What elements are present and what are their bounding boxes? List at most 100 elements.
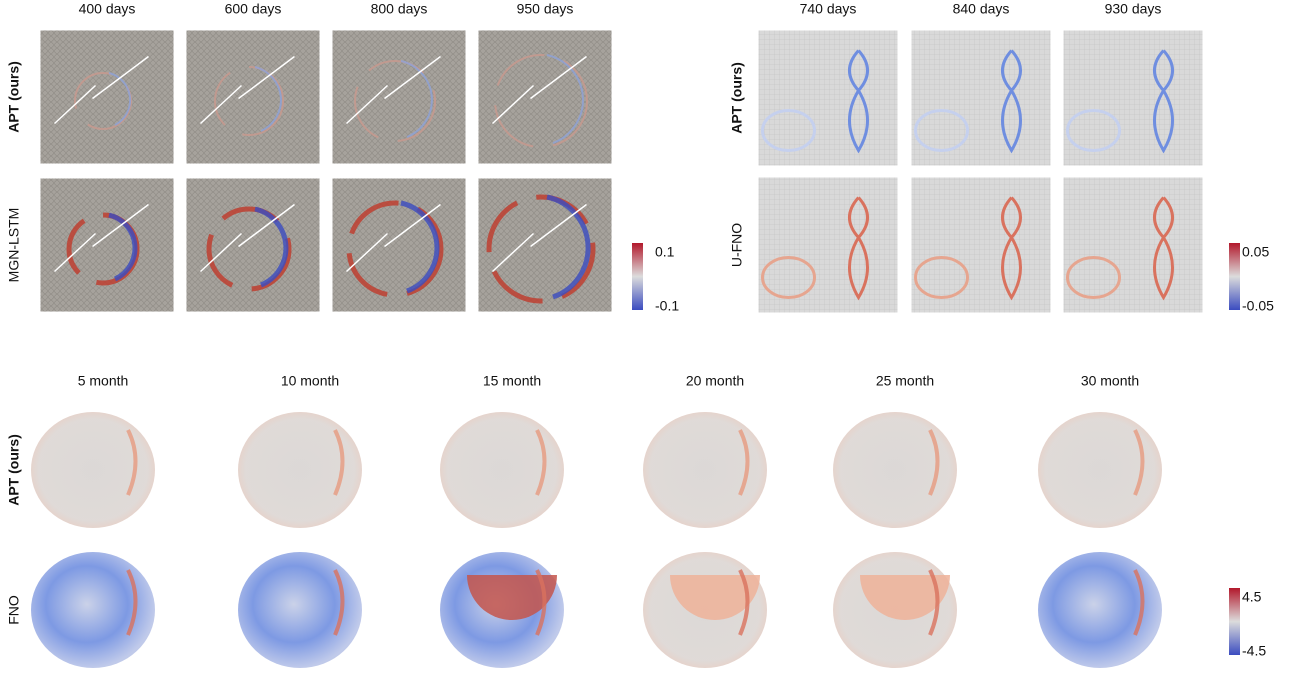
column-header: 400 days	[79, 1, 136, 17]
row-label: U-FNO	[729, 223, 745, 267]
front	[494, 54, 588, 148]
front-blue	[400, 200, 440, 294]
plume	[761, 109, 816, 152]
colorbar-label: -4.5	[1242, 643, 1266, 659]
fault	[384, 203, 441, 248]
mesh	[186, 30, 320, 164]
front	[1133, 429, 1145, 496]
result-image	[440, 412, 564, 528]
front-blue	[254, 206, 289, 288]
result-image	[186, 30, 320, 164]
plume	[761, 256, 816, 299]
front-blue	[108, 212, 138, 282]
result-image	[1063, 30, 1203, 166]
column-header: 25 month	[876, 373, 934, 389]
colorbar-label: -0.05	[1242, 298, 1274, 314]
fault	[92, 203, 149, 248]
front	[928, 569, 940, 636]
result-image	[238, 412, 362, 528]
front-blue	[546, 194, 591, 300]
colorbar	[1229, 588, 1240, 655]
column-header: 5 month	[78, 373, 129, 389]
fault	[384, 55, 441, 100]
front	[738, 569, 750, 636]
result-image	[40, 178, 174, 312]
plume	[1153, 49, 1174, 154]
fault	[53, 232, 97, 273]
row-label: MGN-LSTM	[6, 208, 22, 283]
fault	[92, 55, 149, 100]
fault	[238, 203, 295, 248]
result-image	[758, 177, 898, 313]
hot-region	[670, 575, 760, 620]
plume	[848, 196, 869, 301]
mesh	[40, 178, 174, 312]
colorbar-label: 0.1	[655, 244, 675, 260]
result-image	[31, 552, 155, 668]
column-header: 30 month	[1081, 373, 1139, 389]
result-image	[833, 552, 957, 668]
plume	[914, 109, 969, 152]
result-image	[911, 177, 1051, 313]
row-label: APT (ours)	[729, 62, 745, 134]
point-cloud	[31, 552, 155, 668]
column-header: 15 month	[483, 373, 541, 389]
front	[1133, 569, 1145, 636]
fault	[199, 232, 243, 273]
plume	[1066, 256, 1121, 299]
result-image	[1038, 552, 1162, 668]
result-image	[1063, 177, 1203, 313]
front	[486, 194, 596, 304]
column-header: 740 days	[800, 1, 857, 17]
result-image	[440, 552, 564, 668]
colorbar-label: 4.5	[1242, 589, 1262, 605]
front	[126, 429, 138, 496]
fault	[345, 84, 389, 125]
column-header: 840 days	[953, 1, 1010, 17]
column-header: 950 days	[517, 1, 574, 17]
result-image	[332, 178, 466, 312]
mesh	[332, 30, 466, 164]
column-header: 600 days	[225, 1, 282, 17]
result-image	[643, 412, 767, 528]
point-cloud	[1038, 412, 1162, 528]
mesh	[332, 178, 466, 312]
point-cloud	[238, 412, 362, 528]
fault	[53, 84, 97, 125]
result-image	[478, 178, 612, 312]
fault	[491, 84, 535, 125]
front	[354, 60, 436, 142]
fault	[530, 203, 587, 248]
plume	[914, 256, 969, 299]
point-cloud	[238, 552, 362, 668]
grid-image	[911, 177, 1051, 313]
grid-image	[1063, 30, 1203, 166]
point-cloud	[1038, 552, 1162, 668]
grid-image	[911, 30, 1051, 166]
mesh	[186, 178, 320, 312]
result-image	[31, 412, 155, 528]
plume	[1153, 196, 1174, 301]
front-blue	[254, 66, 282, 132]
result-image	[758, 30, 898, 166]
front	[928, 429, 940, 496]
front	[333, 569, 345, 636]
point-cloud	[31, 412, 155, 528]
point-cloud	[440, 412, 564, 528]
front	[535, 429, 547, 496]
result-image	[911, 30, 1051, 166]
plume	[1001, 196, 1022, 301]
point-cloud	[643, 412, 767, 528]
plume	[1066, 109, 1121, 152]
colorbar-label: 0.05	[1242, 244, 1269, 260]
front	[738, 429, 750, 496]
column-header: 10 month	[281, 373, 339, 389]
mesh	[40, 30, 174, 164]
column-header: 800 days	[371, 1, 428, 17]
front-blue	[108, 72, 132, 126]
fault	[199, 84, 243, 125]
column-header: 20 month	[686, 373, 744, 389]
result-image	[478, 30, 612, 164]
front	[214, 66, 284, 136]
